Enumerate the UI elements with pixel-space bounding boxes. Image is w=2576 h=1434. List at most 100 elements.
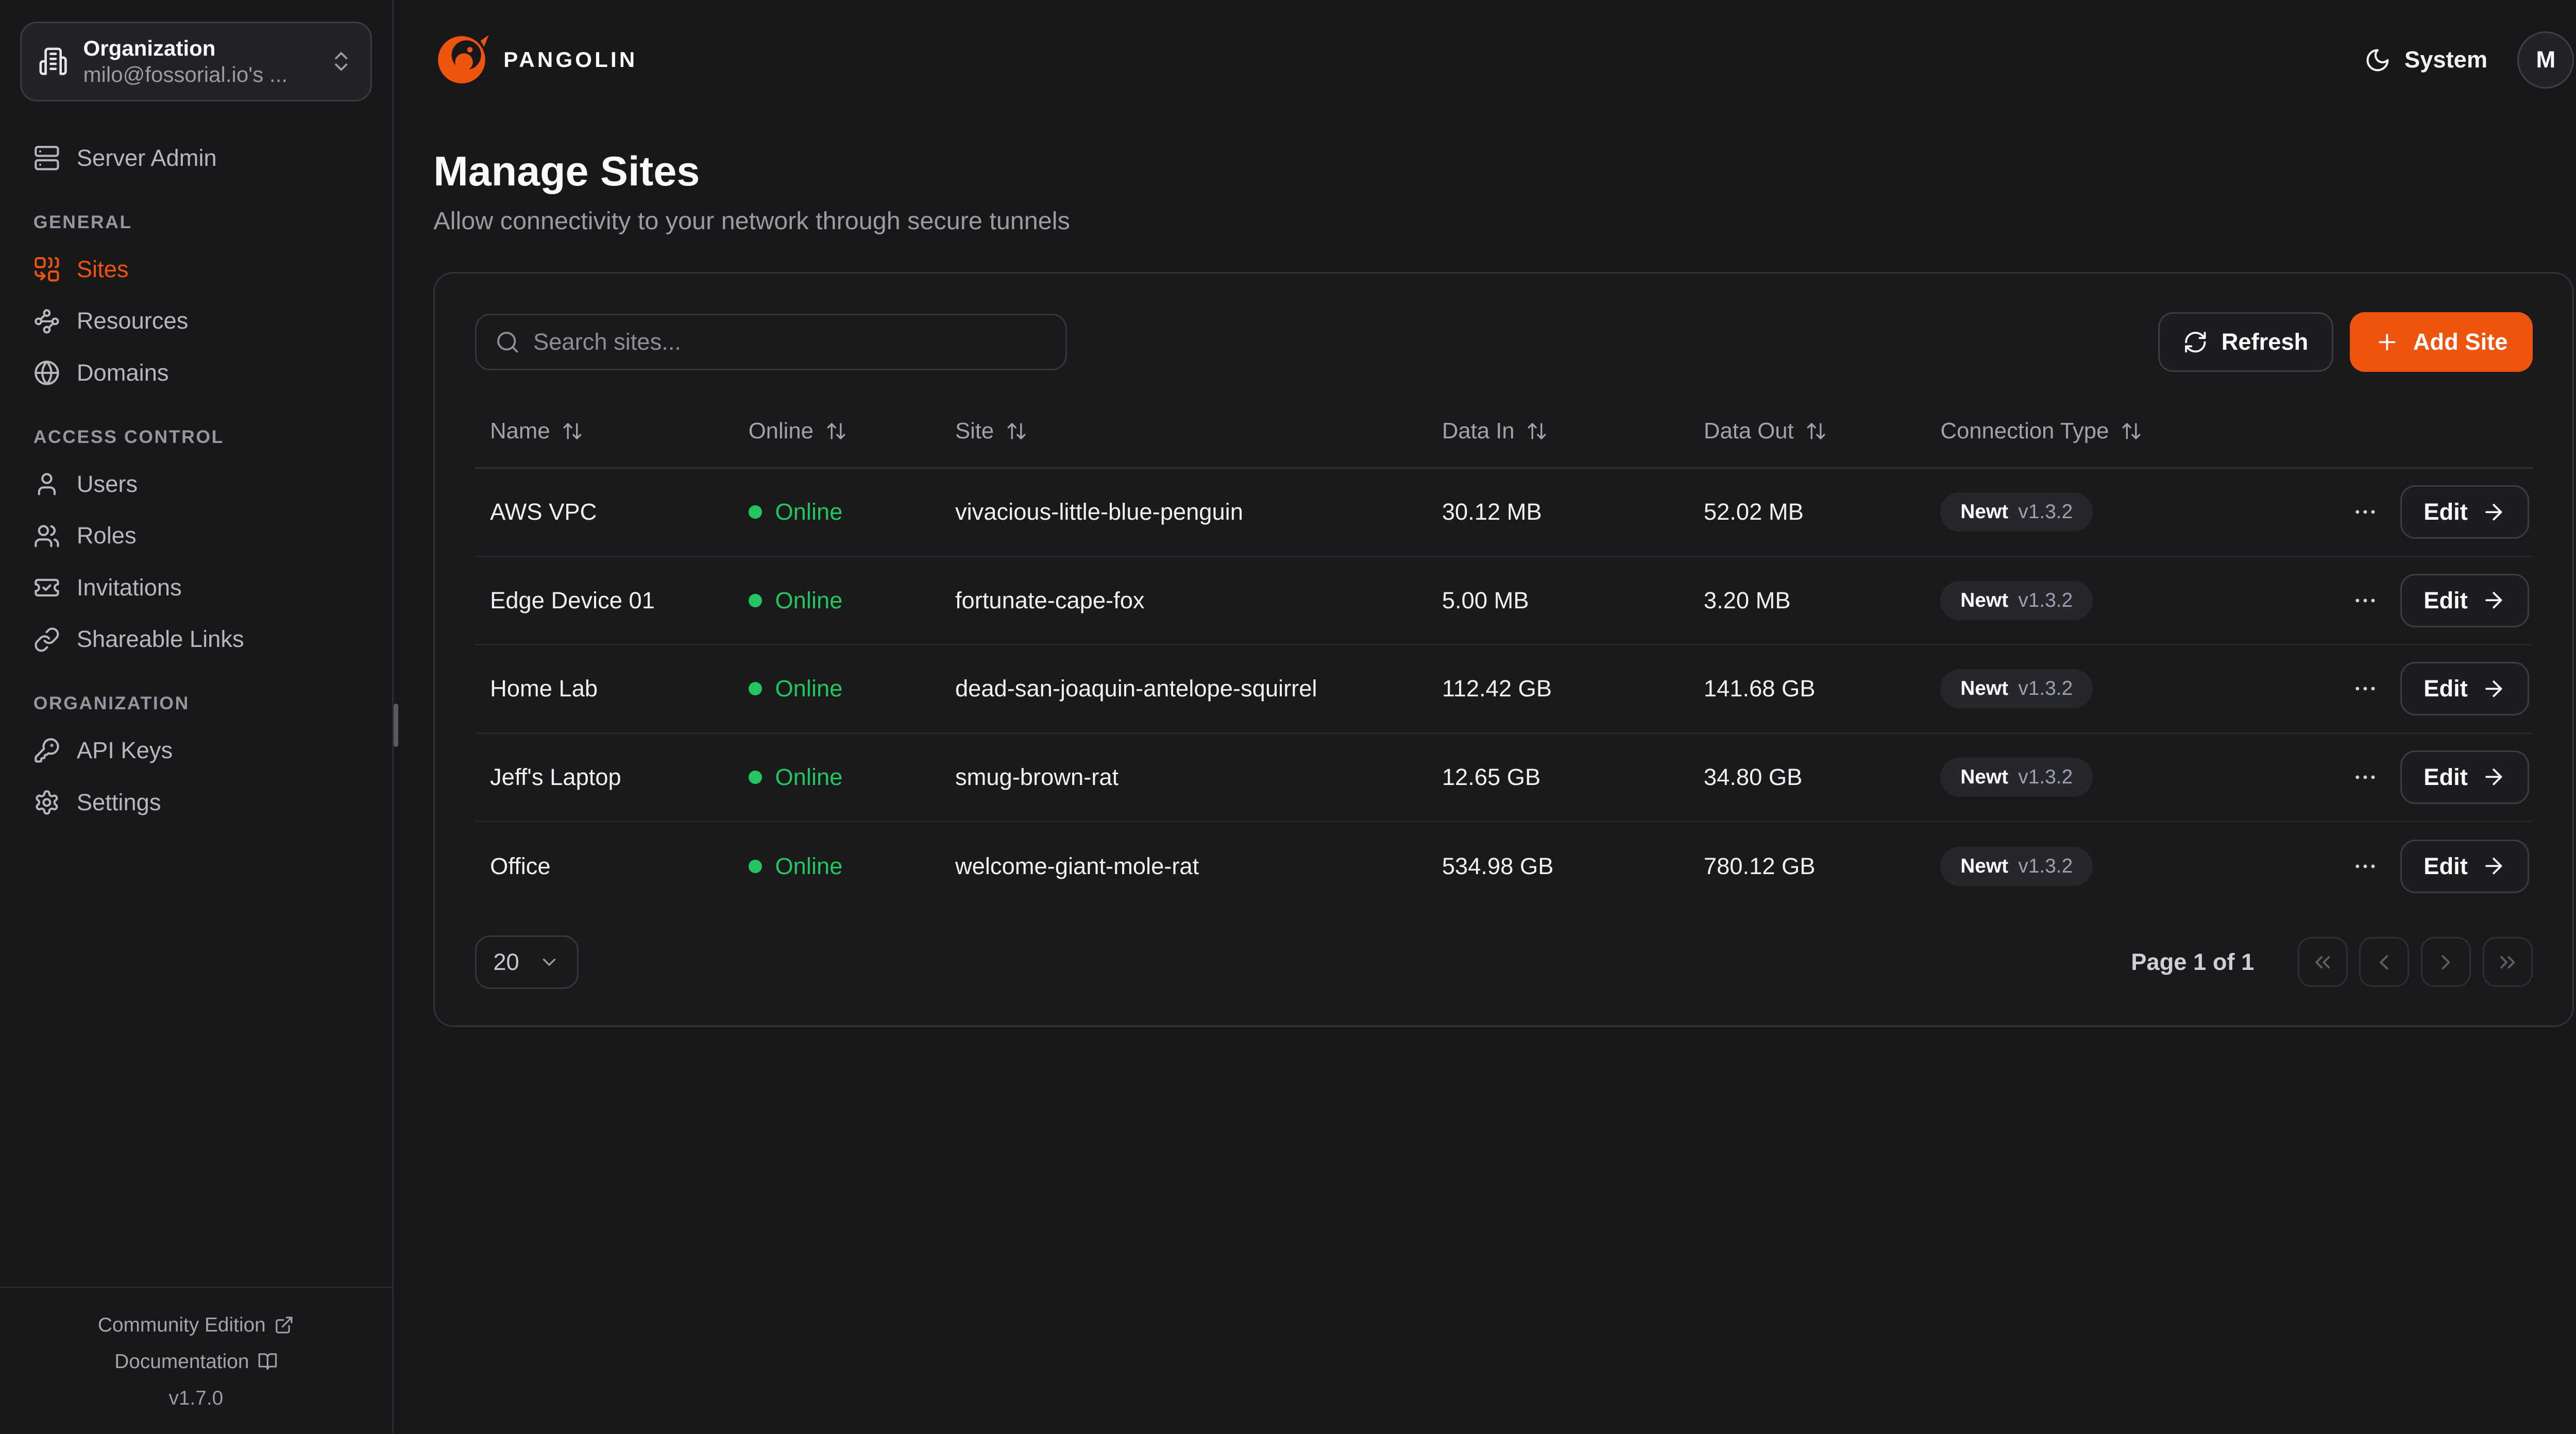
arrow-right-icon	[2485, 769, 2502, 786]
sidebar-item-sites[interactable]: Sites	[20, 246, 372, 293]
next-page-button[interactable]	[2420, 937, 2471, 987]
column-header-data-out[interactable]: Data Out	[1704, 418, 1941, 444]
sort-icon	[1007, 423, 1026, 439]
app-version: v1.7.0	[168, 1387, 224, 1410]
edit-button[interactable]: Edit	[2400, 573, 2530, 627]
search-input[interactable]	[533, 329, 1047, 356]
key-icon	[33, 737, 60, 764]
chevron-down-icon	[543, 958, 556, 966]
chevrons-right-icon	[2500, 955, 2515, 968]
ticket-check-icon	[33, 574, 60, 601]
column-header-site[interactable]: Site	[955, 418, 1442, 444]
first-page-button[interactable]	[2297, 937, 2348, 987]
chevron-left-icon	[2380, 954, 2388, 969]
table-row: Office Online welcome-giant-mole-rat 534…	[475, 822, 2533, 911]
brand: PANGOLIN	[433, 31, 637, 88]
connection-type-badge: Newt v1.3.2	[1940, 846, 2093, 886]
org-switcher-title: Organization	[83, 36, 216, 60]
cell-data-in: 5.00 MB	[1442, 587, 1529, 613]
row-actions-menu-button[interactable]	[2352, 499, 2379, 525]
ellipsis-icon	[2355, 599, 2375, 603]
cell-data-in: 112.42 GB	[1442, 675, 1552, 702]
org-switcher-subtitle: milo@fossorial.io's ...	[83, 62, 288, 87]
cell-data-in: 534.98 GB	[1442, 852, 1554, 879]
arrow-right-icon	[2485, 858, 2502, 875]
row-actions-menu-button[interactable]	[2352, 764, 2379, 791]
column-header-connection-type[interactable]: Connection Type	[1940, 418, 2303, 444]
row-actions-menu-button[interactable]	[2352, 587, 2379, 614]
edit-button[interactable]: Edit	[2400, 750, 2530, 804]
sidebar-item-label: Shareable Links	[76, 626, 244, 653]
edit-button[interactable]: Edit	[2400, 839, 2530, 893]
org-switcher[interactable]: Organization milo@fossorial.io's ...	[20, 22, 372, 101]
row-actions-menu-button[interactable]	[2352, 853, 2379, 880]
online-dot	[748, 682, 762, 696]
globe-icon	[33, 360, 60, 386]
theme-toggle[interactable]: System	[2364, 46, 2487, 73]
table-row: Edge Device 01 Online fortunate-cape-fox…	[475, 557, 2533, 645]
sidebar-item-label: Settings	[76, 789, 161, 815]
online-dot	[748, 593, 762, 607]
page-size-select[interactable]: 20	[475, 935, 579, 989]
cell-name: AWS VPC	[490, 499, 597, 525]
avatar[interactable]: M	[2517, 31, 2574, 89]
chevron-right-icon	[2442, 954, 2450, 969]
edit-button[interactable]: Edit	[2400, 485, 2530, 539]
last-page-button[interactable]	[2482, 937, 2533, 987]
cell-site: smug-brown-rat	[955, 763, 1119, 790]
sidebar-section-organization: ORGANIZATION	[33, 693, 190, 714]
sidebar-item-resources[interactable]: Resources	[20, 298, 372, 345]
main-content: PANGOLIN System M Manage Sites Allow con…	[394, 0, 2576, 1433]
sidebar: Organization milo@fossorial.io's ... Ser…	[0, 0, 394, 1433]
refresh-button[interactable]: Refresh	[2158, 312, 2333, 372]
sidebar-item-api-keys[interactable]: API Keys	[20, 727, 372, 774]
column-header-name[interactable]: Name	[475, 418, 749, 444]
cell-status: Online	[748, 764, 955, 791]
page-subtitle: Allow connectivity to your network throu…	[433, 207, 1070, 235]
sidebar-item-settings[interactable]: Settings	[20, 779, 372, 826]
previous-page-button[interactable]	[2359, 937, 2410, 987]
cell-name: Home Lab	[490, 675, 598, 702]
table-row: Jeff's Laptop Online smug-brown-rat 12.6…	[475, 734, 2533, 822]
sort-icon	[2122, 423, 2141, 439]
edit-button[interactable]: Edit	[2400, 662, 2530, 716]
column-header-online[interactable]: Online	[749, 418, 955, 444]
cell-data-out: 780.12 GB	[1703, 852, 1816, 879]
add-site-button[interactable]: Add Site	[2350, 312, 2533, 372]
cell-site: fortunate-cape-fox	[955, 587, 1145, 613]
cell-status: Online	[748, 587, 955, 614]
ellipsis-icon	[2355, 510, 2375, 514]
sidebar-item-server-admin[interactable]: Server Admin	[20, 135, 372, 182]
waypoints-icon	[33, 308, 60, 335]
sidebar-item-roles[interactable]: Roles	[20, 513, 372, 559]
sidebar-item-label: Roles	[76, 522, 137, 549]
sidebar-resize-handle[interactable]	[393, 703, 399, 747]
sidebar-item-label: Resources	[76, 308, 189, 334]
cell-status: Online	[748, 853, 955, 880]
documentation-link[interactable]: Documentation	[0, 1343, 392, 1380]
cell-status: Online	[748, 675, 955, 702]
user-icon	[33, 471, 60, 498]
server-icon	[33, 145, 60, 172]
sidebar-item-label: Invitations	[76, 574, 182, 601]
cell-name: Edge Device 01	[490, 587, 655, 613]
sidebar-item-users[interactable]: Users	[20, 460, 372, 507]
connection-type-badge: Newt v1.3.2	[1940, 492, 2093, 532]
community-edition-link[interactable]: Community Edition	[0, 1307, 392, 1343]
sidebar-item-shareable-links[interactable]: Shareable Links	[20, 616, 372, 663]
sort-icon	[563, 423, 582, 439]
sidebar-item-invitations[interactable]: Invitations	[20, 565, 372, 611]
column-header-data-in[interactable]: Data In	[1442, 418, 1704, 444]
ellipsis-icon	[2355, 864, 2375, 868]
row-actions-menu-button[interactable]	[2352, 675, 2379, 702]
sidebar-item-domains[interactable]: Domains	[20, 350, 372, 397]
cell-connection-type: Newt v1.3.2	[1940, 669, 2303, 709]
sidebar-footer: Community Edition Documentation v1.7.0	[0, 1287, 392, 1433]
page-indicator: Page 1 of 1	[2131, 948, 2255, 975]
cell-site: welcome-giant-mole-rat	[955, 852, 1199, 879]
link-icon	[33, 626, 60, 653]
sidebar-item-label: Domains	[76, 359, 169, 386]
refresh-icon	[2185, 331, 2206, 353]
sidebar-item-label: API Keys	[76, 737, 173, 764]
users-icon	[33, 523, 60, 550]
